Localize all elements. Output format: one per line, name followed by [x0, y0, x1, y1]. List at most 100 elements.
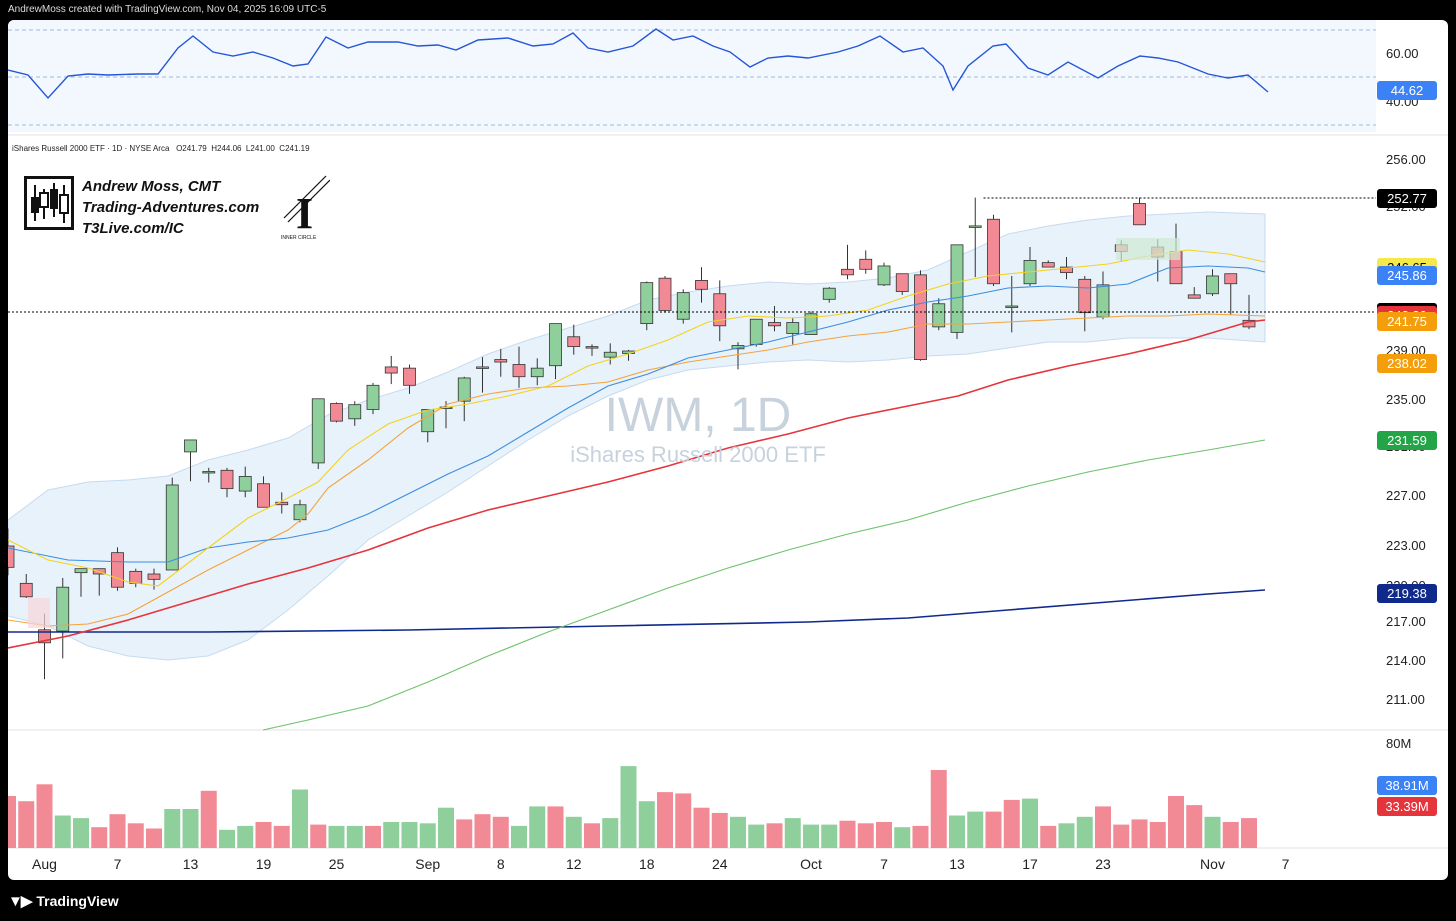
sma200-line	[8, 589, 1266, 633]
candle-body	[238, 475, 252, 492]
candle-body	[275, 501, 289, 506]
time-tick-label: 19	[255, 856, 272, 872]
volume-bar	[967, 811, 984, 848]
candle-body	[530, 367, 544, 378]
volume-bar	[620, 766, 637, 848]
volume-bar	[584, 823, 600, 848]
rsi-value-badge: 44.62	[1377, 81, 1437, 100]
time-tick-label: Sep	[415, 856, 441, 872]
volume-bar	[310, 824, 327, 848]
candle-body	[804, 313, 818, 335]
candle-body	[257, 483, 270, 508]
candle-body	[658, 277, 672, 311]
time-tick-label: 23	[1095, 856, 1111, 872]
price-tick-label: 235.00	[1386, 392, 1426, 407]
candle-body	[8, 545, 15, 568]
volume-bar	[328, 825, 345, 848]
author-site: Trading-Adventures.com	[82, 199, 260, 216]
time-tick-label: 8	[496, 856, 505, 872]
candle-body	[311, 398, 325, 464]
time-tick-label: 7	[1281, 856, 1290, 872]
candle-body	[1224, 273, 1238, 285]
rsi-line	[8, 28, 1269, 100]
volume-bar	[164, 809, 181, 848]
time-tick-label: 13	[182, 856, 199, 872]
time-tick-label: Nov	[1200, 856, 1225, 872]
candle-body	[1060, 266, 1073, 274]
volume-bar	[36, 784, 53, 848]
volume-bar	[1168, 796, 1184, 848]
author-site-2: T3Live.com/IC	[82, 220, 184, 237]
candle-body	[895, 273, 909, 292]
volume-bar	[1076, 816, 1093, 848]
tradingview-brand-text: TradingView	[36, 893, 119, 909]
volume-bar	[766, 823, 783, 848]
volume-bar	[1095, 806, 1111, 848]
volume-bar	[912, 825, 929, 848]
volume-bar	[1003, 799, 1020, 848]
volume-bar	[1241, 818, 1257, 848]
volume-bar	[365, 825, 381, 848]
candle-body	[786, 322, 800, 334]
candle-body	[749, 318, 763, 345]
candle-body	[74, 568, 88, 574]
volume-bar	[255, 822, 272, 848]
volume-bar	[1204, 816, 1221, 848]
candle-body	[92, 568, 106, 575]
candle-body	[19, 582, 33, 598]
price-chart[interactable]	[8, 20, 1448, 880]
highlight-zone-green	[1116, 238, 1180, 260]
price-tick-label: 256.00	[1386, 152, 1426, 167]
candle-body	[421, 408, 435, 433]
high-value: H244.06	[211, 144, 242, 153]
candle-body	[859, 258, 873, 270]
price-badge: 245.86	[1377, 266, 1437, 286]
candle-body	[1133, 203, 1146, 226]
sma100-line	[262, 439, 1266, 731]
price-tick-label: 214.00	[1386, 653, 1426, 668]
candle-body	[56, 586, 70, 632]
volume-bar	[91, 827, 108, 848]
price-badge: 219.38	[1377, 584, 1437, 604]
time-tick-label: Aug	[32, 856, 57, 872]
volume-bar	[73, 818, 89, 848]
candle-body	[512, 364, 526, 378]
volume-bar	[219, 829, 235, 848]
candle-body	[494, 359, 508, 363]
candle-body	[147, 573, 161, 580]
volume-bar	[1149, 822, 1166, 848]
price-tick-label: 217.00	[1386, 614, 1426, 629]
creator-header: AndrewMoss created with TradingView.com,…	[8, 4, 327, 15]
volume-bar	[1131, 819, 1148, 848]
candle-body	[202, 471, 216, 474]
candle-body	[640, 282, 654, 325]
candle-body	[841, 268, 854, 276]
ema21-line	[8, 313, 1266, 627]
volume-bar	[930, 770, 947, 848]
time-tick-label: 18	[638, 856, 655, 872]
candle-logo-icon	[24, 176, 74, 230]
candle-body	[1096, 284, 1110, 318]
candle-body	[476, 366, 489, 369]
svg-text:I: I	[296, 189, 313, 238]
highlight-zone-red	[28, 598, 50, 628]
volume-bar	[711, 812, 728, 848]
volume-bar	[456, 819, 473, 848]
price-badge: 241.75	[1377, 311, 1437, 331]
tradingview-footer: ▼▶ TradingView	[8, 886, 119, 916]
volume-bar	[1186, 805, 1203, 848]
candle-body	[457, 377, 471, 402]
candle-body	[1187, 294, 1201, 299]
candle-body	[366, 384, 380, 410]
candle-body	[768, 322, 781, 327]
candle-body	[567, 336, 581, 348]
volume-bar	[511, 825, 527, 848]
volume-bar	[146, 828, 162, 848]
candle-body	[585, 346, 599, 349]
candle-body	[603, 351, 617, 358]
candle-body	[111, 552, 124, 588]
volume-bar	[292, 789, 308, 848]
price-tick-label: 223.00	[1386, 538, 1426, 553]
volume-tick-label: 80M	[1386, 736, 1412, 751]
volume-bar	[492, 816, 509, 848]
